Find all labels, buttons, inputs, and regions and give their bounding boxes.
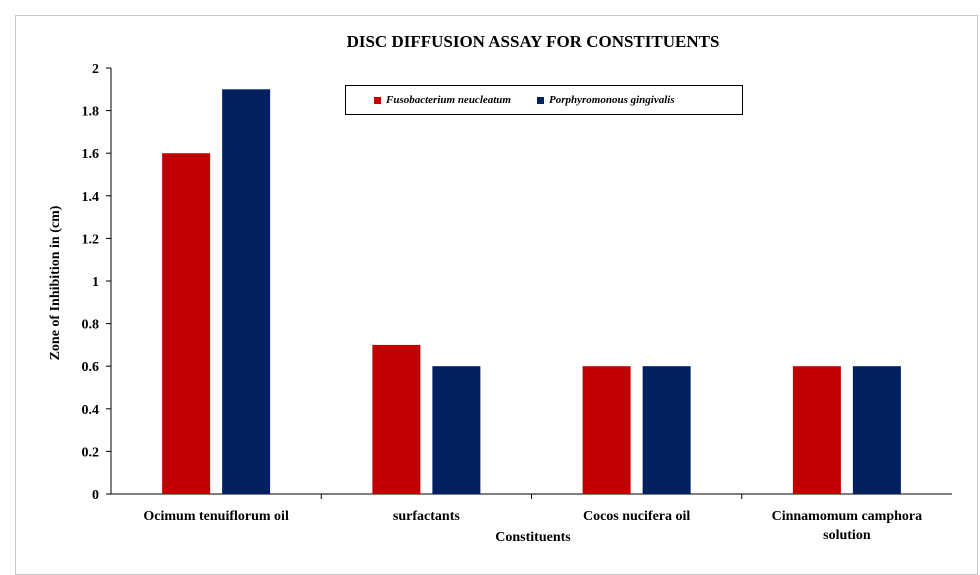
x-tick-label: Cocos nucifera oil — [583, 509, 690, 524]
bar-fusobacterium-1 — [162, 153, 211, 494]
y-tick-label: 0.2 — [82, 445, 100, 460]
y-tick-label: 1.8 — [82, 105, 100, 120]
y-tick-label: 1.2 — [82, 232, 100, 247]
y-tick-label: 0 — [92, 488, 99, 503]
bar-porphyromonous-2 — [432, 366, 481, 494]
x-tick-label: Cinnamomum camphora — [772, 509, 923, 524]
bar-fusobacterium-3 — [582, 366, 631, 494]
x-tick-label: solution — [823, 528, 871, 543]
legend-item-series-2: Porphyromonous gingivalis — [537, 94, 675, 106]
y-tick-label: 0.4 — [82, 403, 100, 418]
bar-porphyromonous-1 — [222, 89, 271, 495]
bar-fusobacterium-2 — [372, 344, 421, 494]
y-tick-label: 1.6 — [82, 147, 100, 162]
x-tick-label: Ocimum tenuiflorum oil — [143, 509, 289, 524]
chart-plot: 0 0.2 0.4 0.6 0.8 1 1.2 1.4 1.6 1.8 2 Ocimum tenuif… — [82, 62, 952, 543]
chart-legend: Fusobacterium neucleatum Porphyromonous … — [345, 85, 743, 115]
chart-title: DISC DIFFUSION ASSAY FOR CONSTITUENTS — [346, 32, 720, 51]
bar-porphyromonous-4 — [852, 366, 901, 494]
x-tick-label: surfactants — [393, 509, 460, 524]
bar-fusobacterium-4 — [792, 366, 841, 494]
y-tick-label: 0.6 — [82, 360, 100, 375]
y-tick-label: 1 — [92, 275, 99, 290]
legend-swatch-series-2 — [537, 96, 544, 104]
x-axis-label: Constituents — [495, 530, 571, 545]
legend-label-series-1: Fusobacterium neucleatum — [386, 94, 511, 106]
y-tick-label: 0.8 — [82, 318, 100, 333]
y-tick-label: 1.4 — [82, 190, 100, 205]
bar-porphyromonous-3 — [642, 366, 691, 494]
legend-swatch-series-1 — [374, 96, 381, 104]
legend-item-series-1: Fusobacterium neucleatum — [374, 94, 511, 106]
y-tick-label: 2 — [92, 62, 99, 77]
legend-label-series-2: Porphyromonous gingivalis — [549, 94, 675, 106]
